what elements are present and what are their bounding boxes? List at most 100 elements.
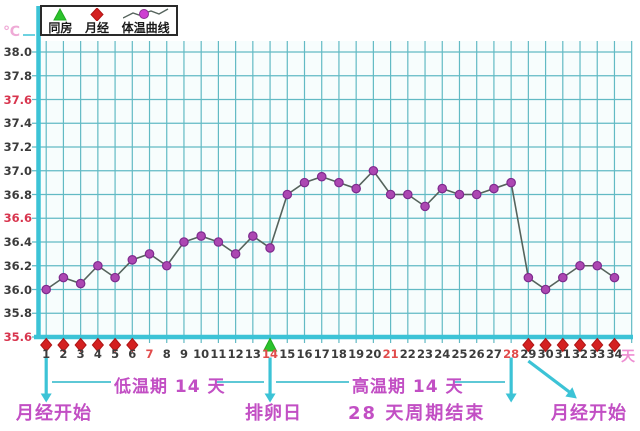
temperature-point <box>489 183 499 194</box>
x-axis-day-label: 25 <box>451 347 468 361</box>
x-axis-day-label: 17 <box>313 347 330 361</box>
x-axis-day-label: 26 <box>468 347 485 361</box>
x-axis-day-label: 6 <box>128 347 137 361</box>
x-axis-day-label: 23 <box>417 347 434 361</box>
temperature-point <box>540 284 551 295</box>
temperature-point <box>75 278 86 289</box>
legend-label-temp-curve: 体温曲线 <box>121 21 170 35</box>
menses-start-left-label: 月经开始 <box>16 403 92 424</box>
y-axis-tick-label: 36.0 <box>3 282 32 297</box>
y-axis-tick-label: 36.2 <box>3 258 32 273</box>
menses-diamond-marker <box>74 337 87 353</box>
x-axis-day-label: 27 <box>485 347 502 361</box>
menses-diamond-marker <box>40 337 53 353</box>
x-axis-day-label: 19 <box>348 347 365 361</box>
temperature-point <box>213 237 224 247</box>
menses-diamond-marker <box>539 337 552 353</box>
y-axis-tick-label: 36.4 <box>3 235 32 249</box>
x-axis-day-label: 8 <box>162 347 171 361</box>
x-axis-day-label: 24 <box>434 347 451 361</box>
y-axis-tick-label: 35.6 <box>3 330 32 344</box>
chart-legend: 同房 月经 体温曲线 <box>40 5 178 36</box>
temperature-point <box>144 249 155 259</box>
temperature-point <box>265 243 275 253</box>
temperature-point <box>161 260 172 271</box>
temperature-point <box>248 231 258 241</box>
menses-diamond-marker <box>573 337 587 353</box>
legend-label-intercourse: 同房 <box>48 21 73 35</box>
x-axis-day-label: 12 <box>227 347 244 361</box>
temperature-point <box>385 189 396 200</box>
x-axis-day-label: 18 <box>330 347 347 361</box>
temperature-point <box>127 255 138 265</box>
temperature-point <box>110 272 120 283</box>
y-axis-tick-label: 35.8 <box>3 306 32 321</box>
legend-label-menses: 月经 <box>84 21 109 35</box>
legend-item-intercourse: 同房 <box>48 8 72 35</box>
legend-item-menses: 月经 <box>85 8 109 35</box>
x-axis-day-label: 30 <box>537 347 554 361</box>
x-axis-day-label: 4 <box>93 347 102 361</box>
x-axis-day-label: 2 <box>59 347 68 361</box>
temperature-point <box>196 231 206 241</box>
menses-diamond-marker <box>608 337 621 353</box>
temperature-point <box>454 189 465 200</box>
down-arrow-head <box>40 393 52 403</box>
x-axis-day-label: 34 <box>606 347 623 361</box>
intercourse-triangle-marker <box>262 337 278 352</box>
menses-diamond-marker <box>522 337 535 353</box>
x-axis-unit-day: 天 <box>621 349 635 365</box>
y-axis-tick-label: 37.4 <box>3 116 32 131</box>
x-axis-day-label: 15 <box>279 347 296 361</box>
x-axis-day-label: 11 <box>210 347 227 361</box>
plot-background <box>40 41 632 339</box>
temperature-point <box>93 260 103 271</box>
temperature-point <box>299 177 310 188</box>
y-axis-tick-label: 36.6 <box>3 211 32 226</box>
y-axis-tick-label: 37.0 <box>3 163 32 178</box>
menses-diamond-marker <box>57 337 70 353</box>
temperature-point <box>609 272 620 283</box>
menses-diamond-marker <box>591 337 604 353</box>
temperature-point <box>471 189 482 200</box>
diagonal-arrow-shaft <box>527 359 571 394</box>
ovulation-day-label: 排卵日 <box>245 403 302 424</box>
diagonal-arrow-head <box>565 387 577 399</box>
down-arrow-head <box>505 393 517 403</box>
temperature-point <box>316 171 327 182</box>
temperature-curve <box>45 169 615 291</box>
cycle-end-label: 28 天周期结束 <box>348 403 486 424</box>
temperature-point <box>592 260 603 271</box>
y-axis-tick-label: 37.2 <box>3 140 32 154</box>
x-axis-day-label: 22 <box>399 347 416 361</box>
temperature-point <box>230 249 241 259</box>
x-axis-day-label: 10 <box>193 347 210 361</box>
x-axis-day-label: 31 <box>554 347 571 361</box>
x-axis-day-label: 29 <box>520 347 537 361</box>
temperature-point <box>282 189 293 200</box>
x-axis-day-label: 16 <box>296 347 313 361</box>
menses-diamond-marker <box>556 337 569 353</box>
y-axis-tick-label: 37.6 <box>3 92 32 107</box>
x-axis-day-label: 33 <box>589 347 606 361</box>
x-axis-day-label: 9 <box>179 347 188 361</box>
menses-diamond-icon <box>90 8 104 21</box>
x-axis-day-label: 14 <box>262 347 279 361</box>
temperature-point <box>58 272 69 283</box>
x-axis-day-label: 32 <box>572 347 589 361</box>
y-axis-unit-celsius: ℃ <box>3 24 20 40</box>
x-axis-day-label: 5 <box>111 347 120 361</box>
menses-diamond-marker <box>108 337 122 353</box>
menses-diamond-marker <box>91 337 105 353</box>
legend-item-temp-curve: 体温曲线 <box>122 8 170 35</box>
down-arrow-head <box>264 393 276 403</box>
y-axis-tick-label: 38.0 <box>3 45 32 59</box>
temperature-point <box>351 183 361 194</box>
high-temp-phase-label: 高温期 14 天 <box>352 377 464 397</box>
x-axis-day-label: 7 <box>145 347 154 361</box>
temperature-point <box>557 272 568 283</box>
x-axis-day-label: 20 <box>365 347 382 361</box>
y-axis-tick-label: 36.8 <box>3 187 32 202</box>
